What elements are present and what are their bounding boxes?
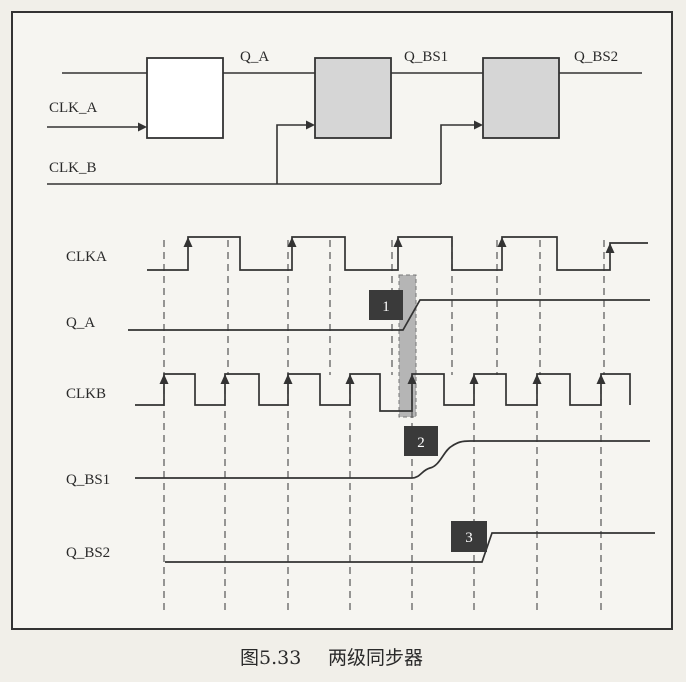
q-a-waveform — [128, 299, 650, 331]
marker-3: 3 — [451, 521, 487, 552]
svg-text:2: 2 — [417, 435, 425, 451]
marker-2: 2 — [404, 426, 438, 456]
clk-b-branch-1 — [276, 124, 308, 184]
timing-diagram: 1 2 3 CLKA Q_A CLKB Q_BS1 Q_BS2 — [66, 236, 655, 610]
clkb-waveform — [135, 373, 631, 412]
figure-caption: 图5.33 两级同步器 — [240, 647, 423, 669]
svg-text:3: 3 — [465, 530, 473, 546]
label-q-bs2: Q_BS2 — [574, 49, 618, 65]
label-q-bs1: Q_BS1 — [404, 49, 448, 65]
clk-a-arrow — [138, 122, 147, 132]
row-label-q-a: Q_A — [66, 315, 95, 331]
label-clk-b: CLK_B — [49, 160, 97, 176]
flipflop-a — [146, 57, 224, 139]
row-label-q-bs2: Q_BS2 — [66, 545, 110, 561]
clkb-edge-guides — [163, 375, 602, 610]
clk-b-arrow-2 — [474, 120, 483, 130]
flipflop-bs1 — [314, 57, 392, 139]
caption-title: 两级同步器 — [328, 647, 423, 669]
clk-b-arrow-1 — [306, 120, 315, 130]
row-label-clkb: CLKB — [66, 386, 106, 402]
clkb-edge-arrows — [159, 374, 606, 384]
caption-figure-number: 图5.33 — [240, 647, 301, 669]
circuit-schematic: Q_A Q_BS1 Q_BS2 CLK_A CLK_B — [47, 49, 642, 185]
label-q-a: Q_A — [240, 49, 269, 65]
marker-1: 1 — [369, 290, 403, 320]
label-clk-a: CLK_A — [49, 100, 98, 116]
row-label-q-bs1: Q_BS1 — [66, 472, 110, 488]
svg-text:1: 1 — [382, 299, 390, 315]
clka-waveform — [147, 236, 648, 271]
row-label-clka: CLKA — [66, 249, 107, 265]
clka-edge-arrows — [183, 237, 615, 253]
clk-b-branch-2 — [440, 124, 476, 184]
q-bs1-waveform — [135, 440, 650, 479]
clka-edge-guides — [163, 240, 605, 375]
flipflop-bs2 — [482, 57, 560, 139]
